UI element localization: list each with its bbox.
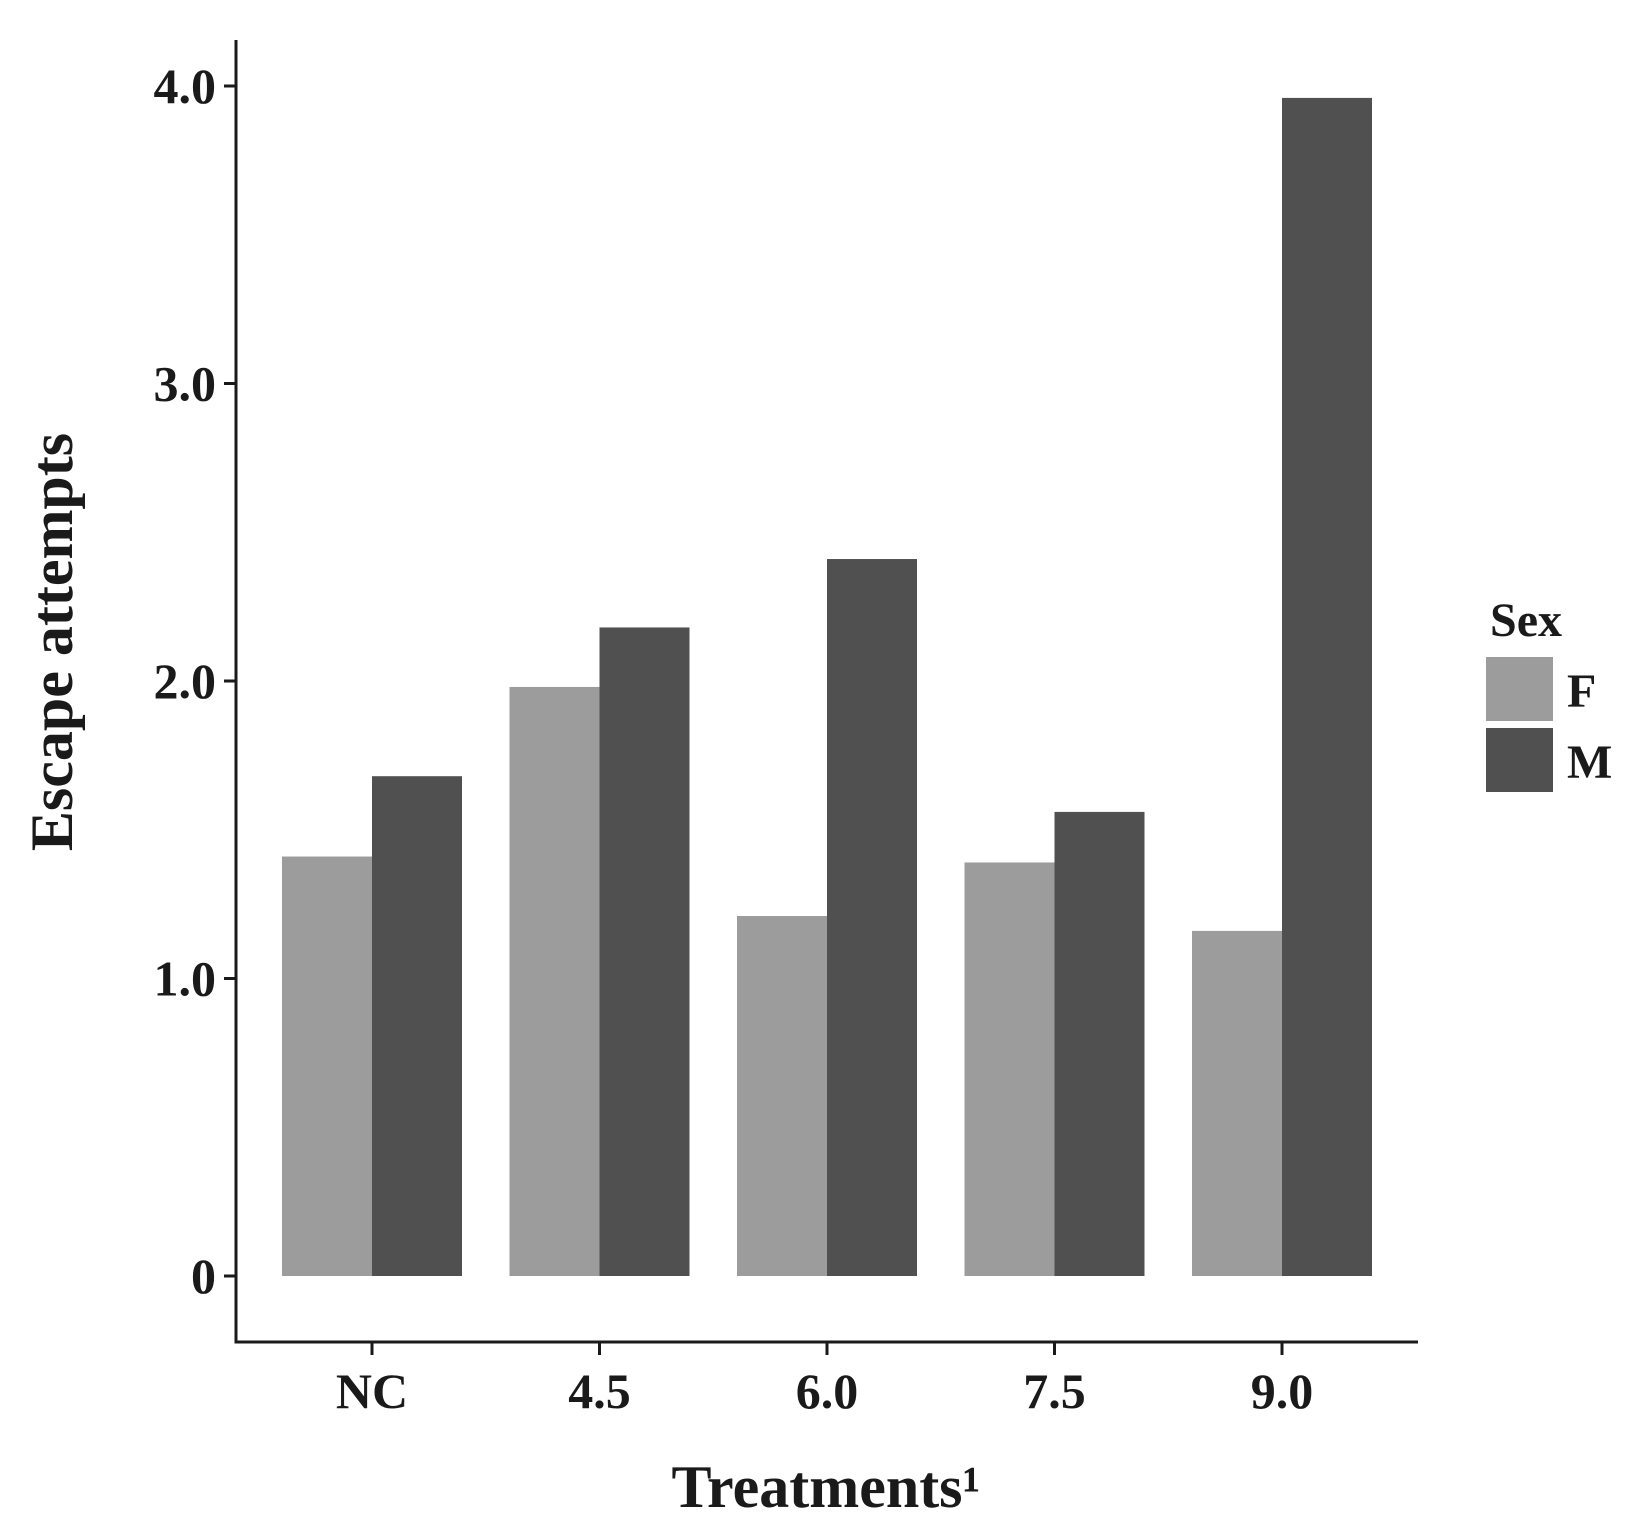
bar-f-4-5 [509,686,600,1276]
legend: Sex F M [1486,594,1612,792]
x-tick-label: NC [336,1363,408,1419]
bar-f-9-0 [1192,930,1282,1276]
bar-f-nc [282,856,372,1276]
x-ticks: NC 4.5 6.0 7.5 9.0 [336,1342,1313,1419]
bar-m-9-0 [1282,97,1372,1276]
legend-key-f [1486,657,1553,721]
x-tick-label: 9.0 [1251,1363,1314,1419]
x-axis-title: Treatments¹ [671,1454,980,1520]
y-tick-label: 1.0 [154,951,217,1007]
bar-m-nc [372,776,462,1276]
y-axis-title: Escape attempts [19,433,85,851]
legend-key-m [1486,728,1553,792]
bar-m-4-5 [599,627,690,1276]
bar-f-6-0 [737,916,827,1276]
x-tick-label: 4.5 [568,1363,631,1419]
x-tick-label: 7.5 [1023,1363,1086,1419]
legend-label-f: F [1567,665,1596,718]
bar-m-7-5 [1054,811,1145,1276]
legend-title: Sex [1490,594,1562,647]
y-ticks: 0 1.0 2.0 3.0 4.0 [154,58,236,1304]
legend-label-m: M [1567,736,1612,789]
y-tick-label: 0 [191,1248,216,1304]
y-tick-label: 2.0 [154,653,217,709]
x-tick-label: 6.0 [796,1363,859,1419]
bars [282,97,1372,1276]
y-tick-label: 3.0 [154,356,217,412]
y-tick-label: 4.0 [154,58,217,114]
bar-m-6-0 [827,559,917,1276]
bar-f-7-5 [964,862,1055,1276]
